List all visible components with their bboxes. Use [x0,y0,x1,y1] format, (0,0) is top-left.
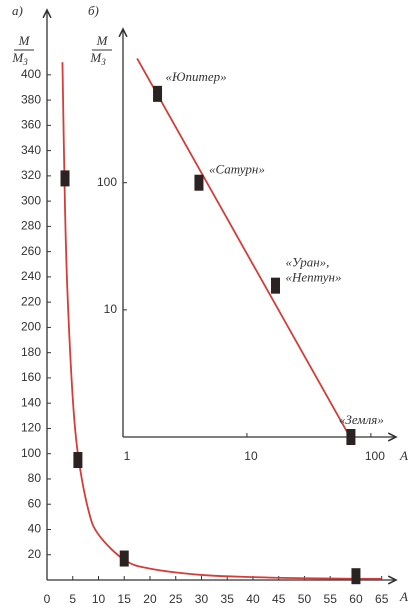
data-point [351,568,361,585]
y-tick-label: 140 [21,395,41,409]
x-tick-label: 60 [349,592,363,606]
x-tick-label: 100 [365,449,385,463]
y-tick-label: 240 [21,269,41,283]
x-tick-label: 10 [92,592,106,606]
y-tick-label: 400 [21,67,41,81]
x-tick-label: 0 [44,592,51,606]
point-label: «Уран», [286,255,330,270]
y-tick-label: 220 [21,294,41,308]
x-label: A [399,448,408,463]
y-tick-label: 100 [21,446,41,460]
data-point [73,452,83,469]
y-label-top: M [96,33,109,48]
y-label-bottom-sub: З [101,57,106,67]
x-tick-label: 10 [244,449,258,463]
y-tick-label: 340 [21,143,41,157]
y-tick-label: 280 [21,219,41,233]
y-label-bottom: MЗ [11,50,28,67]
data-point [194,174,204,191]
data-point [153,85,163,102]
x-tick-label: 65 [375,592,389,606]
y-tick-label: 160 [21,370,41,384]
point-label: «Земля» [339,412,384,427]
y-tick-label: 40 [28,522,42,536]
x-tick-label: 20 [143,592,157,606]
y-tick-label: 320 [21,168,41,182]
x-tick-label: 35 [221,592,235,606]
data-point [346,429,356,445]
y-tick-label: 260 [21,244,41,258]
y-tick-label: 20 [28,547,42,561]
y-tick-label: 360 [21,118,41,132]
y-label-bottom-main: M [89,50,102,65]
panel-label: б) [88,3,99,18]
y-label-top: M [18,33,31,48]
y-tick-label: 10 [104,302,118,316]
x-tick-label: 40 [246,592,260,606]
y-tick-label: 80 [28,471,42,485]
data-point [271,277,281,294]
x-tick-label: 15 [118,592,132,606]
data-point [60,170,70,187]
point-label: «Сатурн» [209,162,265,177]
y-tick-label: 200 [21,320,41,334]
y-tick-label: 300 [21,193,41,207]
y-label-bottom: MЗ [89,50,106,67]
y-tick-label: 60 [28,496,42,510]
x-tick-label: 25 [169,592,183,606]
y-tick-label: 100 [97,175,117,189]
panel-label: а) [12,3,23,18]
data-point [119,550,129,567]
y-tick-label: 380 [21,92,41,106]
y-tick-label: 180 [21,345,41,359]
x-tick-label: 1 [124,449,131,463]
x-tick-label: 50 [298,592,312,606]
point-label: «Нептун» [286,270,342,285]
y-label-bottom-main: M [11,50,24,65]
fit-curve [136,57,354,444]
x-label: A [399,589,408,604]
x-tick-label: 45 [272,592,286,606]
x-tick-label: 55 [324,592,338,606]
y-label-bottom-sub: З [23,57,28,67]
x-tick-label: 5 [69,592,76,606]
y-tick-label: 120 [21,421,41,435]
fit-curve [61,62,382,580]
x-tick-label: 30 [195,592,209,606]
point-label: «Юпитер» [166,69,227,84]
